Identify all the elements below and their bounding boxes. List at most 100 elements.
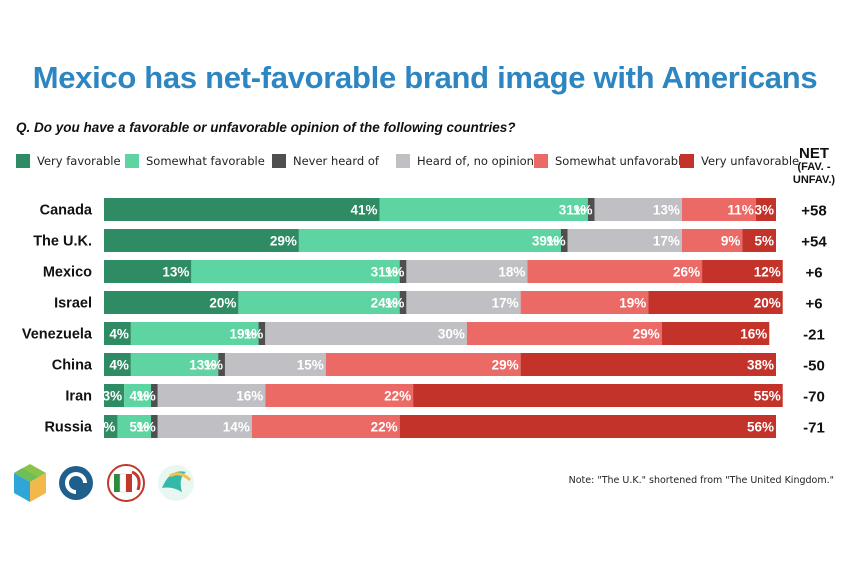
bar-segment — [567, 229, 682, 252]
data-label: 5% — [754, 234, 774, 249]
legend-label: Heard of, no opinion — [417, 154, 534, 168]
data-label: 20% — [754, 296, 781, 311]
bar-segment — [298, 229, 561, 252]
bird-logo-icon — [158, 465, 194, 501]
data-label: 38% — [747, 358, 774, 373]
data-label: 30% — [438, 327, 465, 342]
bar-segment — [560, 229, 568, 252]
data-label: 19% — [619, 296, 646, 311]
data-label: 22% — [384, 389, 411, 404]
bar-segment — [406, 291, 521, 314]
bar-segment — [104, 384, 125, 407]
data-label: 19% — [230, 327, 257, 342]
legend-swatch — [125, 154, 139, 168]
bar-segment — [130, 322, 259, 345]
legend-swatch — [396, 154, 410, 168]
bar-row: Venezuela 4% 19%1% 30% 29% 16% -21 — [22, 322, 825, 345]
category-label: Venezuela — [22, 327, 93, 343]
bar-segment — [527, 260, 703, 283]
bar-row: Iran 3% 4%1% 16% 22% 55% -70 — [65, 384, 825, 407]
bar-segment — [648, 291, 783, 314]
net-value: -21 — [803, 327, 825, 344]
bar-segment — [191, 260, 400, 283]
data-label: 4% — [109, 327, 129, 342]
legend-label: Somewhat favorable — [146, 154, 265, 168]
net-header-line3: UNFAV.) — [792, 174, 836, 186]
data-label: 22% — [371, 420, 398, 435]
bar-segment — [104, 353, 131, 376]
chart-title: Mexico has net-favorable brand image wit… — [32, 60, 818, 95]
data-label: 26% — [673, 265, 700, 280]
bar-segment — [157, 384, 266, 407]
data-label: 4% — [109, 358, 129, 373]
data-label: 5% — [130, 420, 150, 435]
data-label: 1% — [385, 265, 405, 280]
bar-segment — [104, 291, 239, 314]
net-value: -70 — [803, 389, 825, 406]
legend-label: Somewhat unfavorable — [555, 154, 689, 168]
bar-segment — [104, 322, 131, 345]
category-label: Mexico — [43, 265, 92, 281]
data-label: 2% — [96, 420, 116, 435]
data-label: 3% — [103, 389, 123, 404]
data-label: 14% — [223, 420, 250, 435]
bar-segment — [520, 353, 776, 376]
data-label: 20% — [209, 296, 236, 311]
data-label: 13% — [162, 265, 189, 280]
category-label: Canada — [40, 203, 93, 219]
legend-item-never-heard-of: Never heard of — [272, 154, 379, 168]
net-value: +6 — [805, 296, 822, 313]
data-label: 17% — [492, 296, 519, 311]
bar-segment — [157, 415, 252, 438]
bar-segment — [104, 229, 299, 252]
category-label: China — [52, 358, 93, 374]
bar-segment — [681, 198, 756, 221]
category-label: Russia — [44, 420, 92, 436]
legend-swatch — [680, 154, 694, 168]
bar-segment — [742, 229, 776, 252]
net-value: -71 — [803, 420, 825, 437]
data-label: 56% — [747, 420, 774, 435]
bar-segment — [265, 384, 414, 407]
data-label: 18% — [498, 265, 525, 280]
data-label: 31% — [371, 265, 398, 280]
legend-swatch — [272, 154, 286, 168]
data-label: 1% — [573, 203, 593, 218]
data-label: 1% — [244, 327, 264, 342]
bar-segment — [681, 229, 743, 252]
bar-segment — [151, 415, 158, 438]
bar-row: Israel 20% 24%1% 17% 19% 20% +6 — [54, 291, 823, 314]
category-label: Iran — [65, 389, 92, 405]
bar-segment — [466, 322, 662, 345]
bar-segment — [661, 322, 770, 345]
data-label: 29% — [492, 358, 519, 373]
category-label: Israel — [54, 296, 92, 312]
data-label: 1% — [136, 389, 156, 404]
bar-segment — [755, 198, 776, 221]
data-label: 1% — [385, 296, 405, 311]
legend: Very favorable Somewhat favorable Never … — [16, 154, 806, 170]
legend-item-very-unfavorable: Very unfavorable — [680, 154, 799, 168]
legend-swatch — [16, 154, 30, 168]
data-label: 15% — [297, 358, 324, 373]
bar-segment — [399, 291, 407, 314]
data-label: 12% — [754, 265, 781, 280]
legend-swatch — [534, 154, 548, 168]
bar-segment — [520, 291, 649, 314]
data-label: 29% — [633, 327, 660, 342]
bar-segment — [413, 384, 783, 407]
bar-segment — [258, 322, 266, 345]
data-label: 11% — [728, 203, 754, 218]
partner-logos — [14, 464, 194, 502]
data-label: 1% — [203, 358, 223, 373]
legend-label: Very unfavorable — [701, 154, 800, 168]
bar-segment — [702, 260, 783, 283]
data-label: 31% — [559, 203, 586, 218]
data-label: 4% — [130, 389, 150, 404]
bar-segment — [117, 415, 152, 438]
bar-segment — [251, 415, 400, 438]
bar-segment — [224, 353, 326, 376]
bar-row: China 4% 13%1% 15% 29% 38% -50 — [52, 353, 825, 376]
bar-row: Mexico 13% 31%1% 18% 26% 12% +6 — [43, 260, 823, 283]
bar-segment — [406, 260, 528, 283]
